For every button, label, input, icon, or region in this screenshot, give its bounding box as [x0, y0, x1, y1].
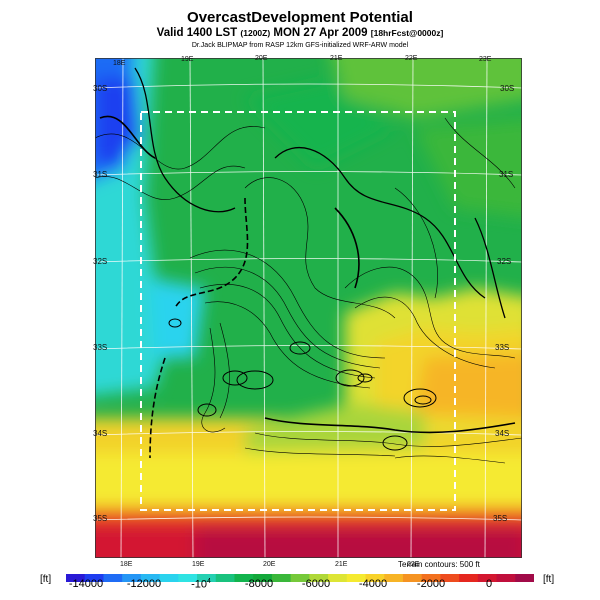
lon-label-bottom: 19E — [192, 561, 205, 568]
lat-label-left: 34S — [93, 429, 108, 438]
colorbar-segment — [496, 574, 516, 582]
lat-label-left: 35S — [93, 514, 108, 523]
lat-label-right: 35S — [493, 514, 508, 523]
colorbar-segment — [421, 574, 441, 582]
colorbar-segment — [178, 574, 198, 582]
colorbar-segment — [515, 574, 535, 582]
colorbar-svg — [66, 574, 535, 582]
colorbar-segment — [384, 574, 404, 582]
overcast-field — [95, 58, 522, 558]
lat-label-right: 32S — [497, 257, 512, 266]
map-svg — [95, 58, 522, 558]
colorbar-segment — [140, 574, 161, 582]
colorbar-tick: 0 — [485, 578, 493, 590]
map-border — [95, 58, 522, 558]
colorbar-tick: -6000 — [301, 578, 331, 590]
lon-label-top: 19E — [181, 56, 194, 63]
colorbar-segment — [346, 574, 367, 582]
forecast-map: 18E 19E 20E 21E 22E 23E 18E 19E 20E 21E … — [93, 55, 522, 568]
lon-label-top: 18E — [113, 60, 126, 67]
lon-label-bottom: 20E — [263, 561, 276, 568]
lon-label-top: 23E — [479, 56, 492, 63]
colorbar-tick: -8000 — [244, 578, 274, 590]
colorbar-segment — [159, 574, 179, 582]
valid-time-line: Valid 1400 LST (1200Z) MON 27 Apr 2009 [… — [0, 27, 600, 39]
colorbar-segment — [234, 574, 254, 582]
credit-line: Dr.Jack BLIPMAP from RASP 12km GFS-initi… — [191, 42, 409, 49]
graticule — [95, 58, 522, 558]
colorbar-segment — [66, 574, 86, 582]
lon-label-bottom: 21E — [335, 561, 348, 568]
colorbar-tick: -14000 — [68, 578, 104, 590]
valid-main: Valid 1400 LST — [156, 27, 238, 39]
colorbar-segment — [365, 574, 385, 582]
colorbar — [66, 569, 535, 582]
lon-label-bottom: 18E — [120, 561, 133, 568]
colorbar-segment — [477, 574, 498, 582]
lon-label-bottom: 22E — [407, 561, 420, 568]
valid-date: MON 27 Apr 2009 — [273, 27, 368, 39]
colorbar-unit-left: [ft] — [40, 574, 52, 585]
colorbar-segment — [290, 574, 310, 582]
lat-label-left: 31S — [93, 170, 108, 179]
lat-label-left: 32S — [93, 257, 108, 266]
forecast-info: [18hrFcst@0000z] — [370, 28, 444, 38]
colorbar-segment — [309, 574, 329, 582]
colorbar-segment — [122, 574, 142, 582]
tick-base: -10 — [191, 578, 207, 591]
colorbar-segment — [459, 574, 479, 582]
colorbar-segment — [84, 574, 104, 582]
colorbar-segment — [440, 574, 460, 582]
chart-title: OvercastDevelopment Potential — [187, 9, 413, 26]
colorbar-segment — [271, 574, 292, 582]
colorbar-tick: -104 — [191, 578, 211, 591]
lat-label-right: 30S — [500, 84, 515, 93]
colorbar-unit-right: [ft] — [543, 574, 555, 585]
colorbar-tick: -4000 — [358, 578, 388, 590]
lon-label-top: 21E — [330, 55, 343, 62]
lon-label-top: 20E — [255, 55, 268, 62]
colorbar-segment — [402, 574, 423, 582]
colorbar-segment — [215, 574, 235, 582]
lat-label-right: 33S — [495, 343, 510, 352]
lat-label-left: 33S — [93, 343, 108, 352]
analysis-box — [140, 111, 456, 511]
tick-exponent: 4 — [207, 578, 211, 585]
lon-label-top: 22E — [405, 55, 418, 62]
terrain-contour-note: Terrain contours: 500 ft — [398, 560, 480, 569]
colorbar-segment — [253, 574, 273, 582]
colorbar-segment — [103, 574, 123, 582]
colorbar-segment — [197, 574, 217, 582]
colorbar-segment — [328, 574, 348, 582]
valid-utc: (1200Z) — [240, 28, 271, 38]
lat-label-left: 30S — [93, 84, 108, 93]
lat-label-right: 31S — [499, 170, 514, 179]
colorbar-tick: -2000 — [416, 578, 446, 590]
colorbar-tick: -12000 — [126, 578, 162, 590]
lat-label-right: 34S — [495, 429, 510, 438]
